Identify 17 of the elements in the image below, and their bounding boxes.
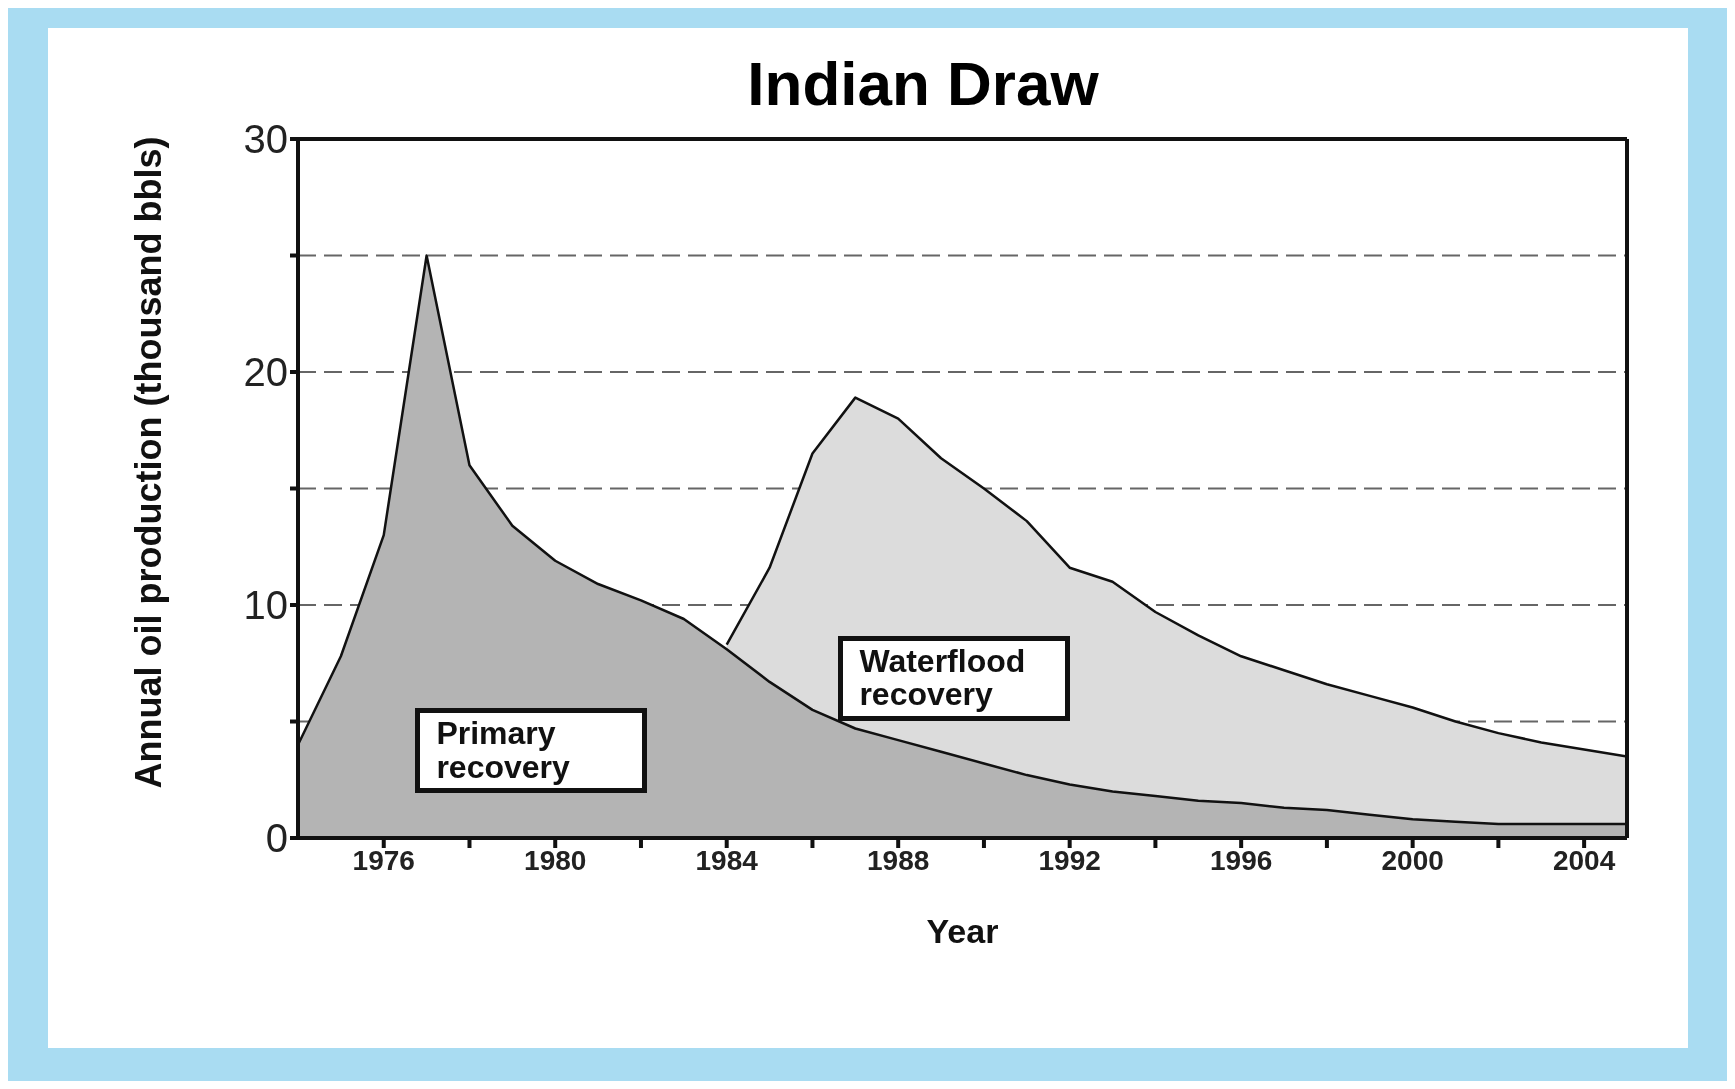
series-label: Primary recovery [415,708,648,794]
y-axis-title: Annual oil production (thousand bbls) [127,136,169,789]
y-tick-label: 20 [243,350,288,395]
x-axis-title: Year [926,912,999,950]
chart-title: Indian Draw [746,48,1100,119]
x-tick-label: 2004 [1552,844,1616,876]
x-tick-label: 1988 [867,844,930,876]
y-tick-label: 10 [243,583,288,628]
x-tick-label: 1980 [524,844,587,876]
x-tick-label: 1984 [695,844,759,876]
x-tick-label: 1992 [1038,844,1101,876]
y-tick-label: 30 [243,117,288,162]
series-label: Waterflood recovery [838,635,1071,721]
x-tick-label: 1996 [1210,844,1273,876]
y-tick-label: 0 [265,816,288,861]
x-tick-label: 1976 [352,844,415,876]
x-tick-label: 2000 [1381,844,1444,876]
